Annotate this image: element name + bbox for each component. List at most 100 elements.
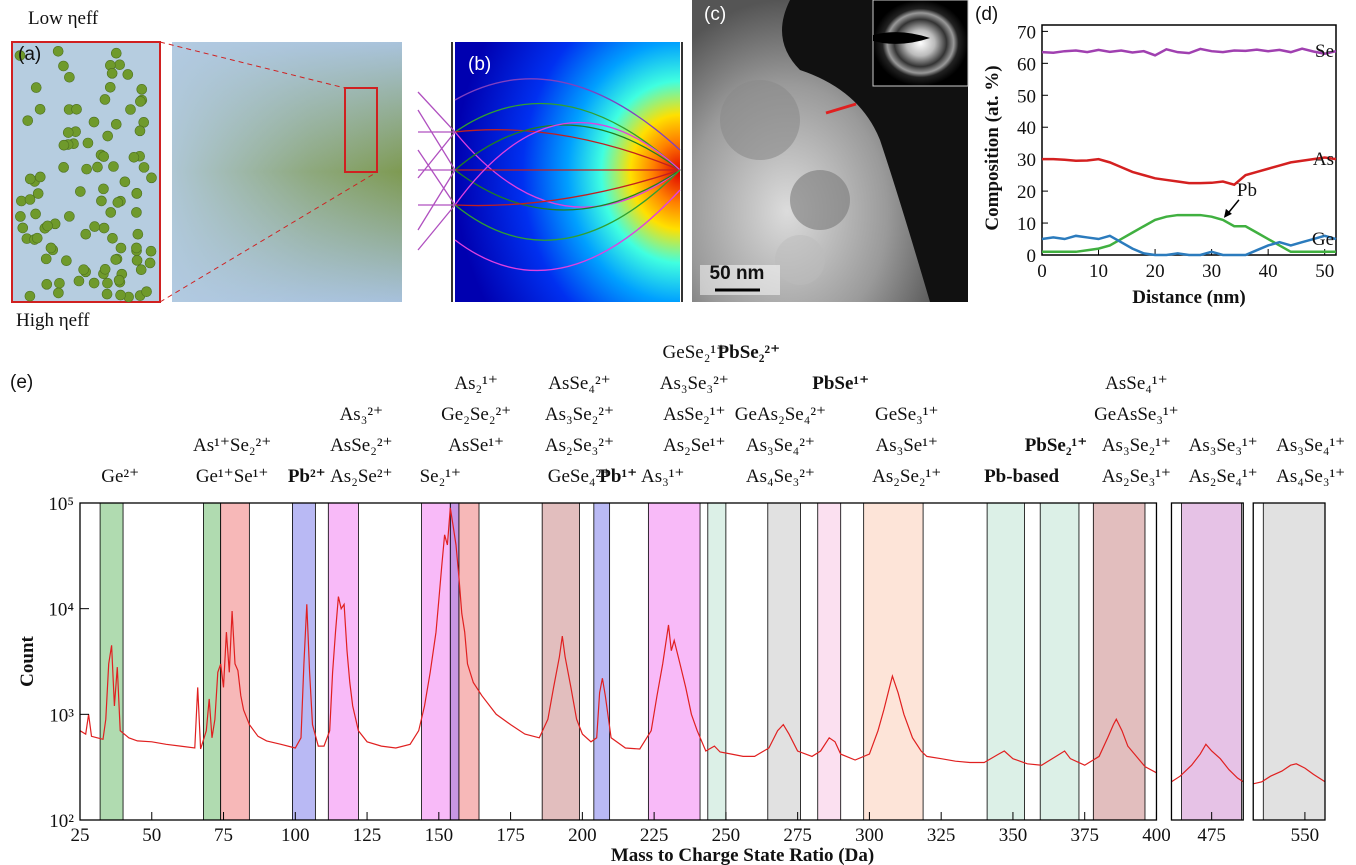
y-tick-label: 20 xyxy=(1017,182,1036,203)
ion-label: As₃Se₃¹⁺ xyxy=(1189,435,1258,456)
ion-label: As₃Se₃²⁺ xyxy=(660,373,729,394)
x-tick-label: 200 xyxy=(568,825,597,846)
x-tick-label: 50 xyxy=(142,825,161,846)
particle xyxy=(115,289,126,301)
plot-frame xyxy=(79,502,1158,821)
particle xyxy=(64,71,75,83)
particle xyxy=(135,264,147,275)
zoom-box xyxy=(344,87,378,173)
particle xyxy=(131,242,142,254)
x-tick-label: 40 xyxy=(1259,261,1278,282)
ion-label: PbSe₂¹⁺ xyxy=(1025,435,1088,456)
ion-label: As¹⁺Se₂²⁺ xyxy=(193,435,271,456)
particle xyxy=(107,232,118,244)
particle xyxy=(92,161,103,173)
particle xyxy=(114,59,125,71)
band xyxy=(449,502,460,821)
particle xyxy=(138,162,150,173)
y-tick-label: 30 xyxy=(1017,150,1036,171)
x-tick-label: 125 xyxy=(353,825,382,846)
band xyxy=(458,502,480,821)
y-tick-label: 10⁴ xyxy=(48,600,74,621)
particle xyxy=(131,188,143,199)
particle xyxy=(42,220,53,232)
ion-label: As₃Se₄¹⁺ xyxy=(1276,435,1345,456)
band xyxy=(1039,502,1080,821)
panel-label: (b) xyxy=(468,54,491,75)
series-label: Pb xyxy=(1237,180,1257,201)
particle xyxy=(54,277,65,289)
ion-label: As₃Se₄²⁺ xyxy=(746,435,815,456)
particle xyxy=(78,264,89,275)
particle xyxy=(134,125,146,137)
x-tick-label: 350 xyxy=(999,825,1028,846)
particle xyxy=(99,264,111,275)
x-tick-label: 275 xyxy=(783,825,812,846)
particle xyxy=(24,173,36,185)
band xyxy=(817,502,842,821)
particle xyxy=(88,277,100,289)
panel-b: (b) xyxy=(417,42,683,302)
particle xyxy=(73,275,85,287)
particle xyxy=(110,118,122,130)
ion-label: AsSe₂²⁺ xyxy=(330,435,392,456)
data-line xyxy=(1042,156,1337,187)
particle xyxy=(15,211,26,222)
particle xyxy=(89,221,100,232)
ion-label: AsSe₄¹⁺ xyxy=(1105,373,1167,394)
ion-label: As₂Se²⁺ xyxy=(330,466,392,487)
band xyxy=(1181,502,1242,821)
panel-label: (e) xyxy=(10,372,33,393)
particle xyxy=(80,228,92,240)
particle xyxy=(125,104,136,115)
particle xyxy=(131,255,143,266)
line-scan xyxy=(825,102,857,115)
particle xyxy=(16,195,27,207)
particle xyxy=(102,130,114,142)
particle xyxy=(110,254,122,265)
particle xyxy=(131,207,142,218)
ion-label: GeAs₂Se₄²⁺ xyxy=(735,404,826,425)
x-tick-label: 10 xyxy=(1089,261,1108,282)
zoom-line xyxy=(159,41,346,89)
y-axis-label: Composition (at. %) xyxy=(982,65,1003,230)
particle xyxy=(145,245,157,257)
particle xyxy=(58,162,69,173)
x-tick-label: 400 xyxy=(1142,825,1171,846)
trajectories xyxy=(417,78,681,271)
particle xyxy=(75,186,86,197)
ion-label: Pb¹⁺ xyxy=(599,466,637,487)
ion-label: GeSe₂¹⁺ xyxy=(663,342,727,363)
x-tick-label: 150 xyxy=(425,825,454,846)
particle xyxy=(64,211,75,222)
x-tick-label: 375 xyxy=(1070,825,1099,846)
band xyxy=(863,502,924,821)
particle xyxy=(81,163,92,175)
particle xyxy=(62,127,74,138)
band xyxy=(1092,502,1146,821)
particle xyxy=(17,222,29,234)
y-tick-label: 70 xyxy=(1017,22,1036,43)
particle xyxy=(132,228,144,240)
y-axis-label: Count xyxy=(17,635,38,686)
panel-c: 50 nm (c) xyxy=(692,0,969,302)
particle xyxy=(122,69,134,80)
ion-label: Pb-based xyxy=(984,466,1059,487)
bottom-label: High ηeff xyxy=(16,310,90,331)
particle xyxy=(61,255,72,267)
ion-label: PbSe¹⁺ xyxy=(812,373,869,394)
ion-label: GeAsSe₃¹⁺ xyxy=(1094,404,1179,425)
data-line xyxy=(1041,234,1337,257)
particle xyxy=(45,242,57,254)
particle xyxy=(53,287,64,299)
grain xyxy=(790,170,850,230)
band xyxy=(707,502,727,821)
x-tick-label: 75 xyxy=(214,825,233,846)
particle xyxy=(102,277,113,289)
series-label: As xyxy=(1313,149,1334,170)
ion-label: Ge₂Se₂²⁺ xyxy=(441,404,511,425)
ion-label: As₂Se₃¹⁺ xyxy=(1102,466,1171,487)
particle xyxy=(115,242,127,254)
particle xyxy=(88,116,100,128)
grain xyxy=(692,0,930,302)
